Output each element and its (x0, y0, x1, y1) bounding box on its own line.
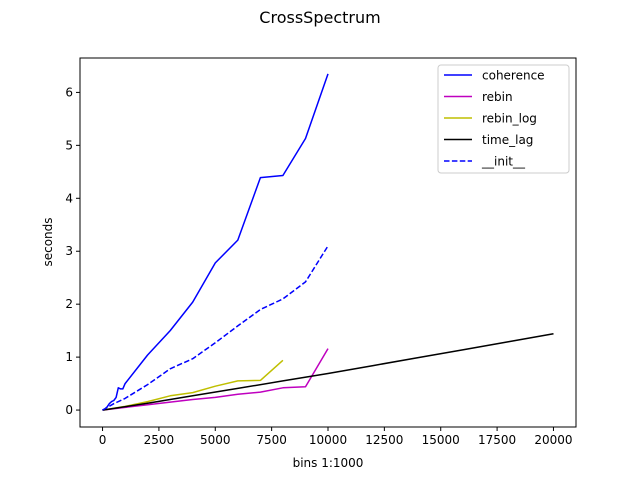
x-tick-label: 20000 (534, 433, 572, 447)
y-tick-label: 2 (65, 297, 73, 311)
chart-title: CrossSpectrum (259, 8, 380, 27)
y-tick-label: 1 (65, 350, 73, 364)
x-tick-label: 17500 (478, 433, 516, 447)
x-tick-label: 2500 (144, 433, 175, 447)
x-tick-label: 10000 (309, 433, 347, 447)
x-tick-label: 5000 (200, 433, 231, 447)
legend-label: coherence (482, 69, 545, 83)
legend: coherence rebin rebin_log time_lag __init__ (437, 64, 570, 174)
y-tick-label: 3 (65, 244, 73, 258)
x-tick-label: 0 (99, 433, 107, 447)
y-tick-label: 6 (65, 85, 73, 99)
legend-label: rebin_log (482, 112, 537, 126)
legend-label: time_lag (482, 133, 533, 147)
x-tick-label: 12500 (365, 433, 403, 447)
plot-area: 0 2500 5000 7500 10000 12500 15000 17500 20000 0 1… (65, 57, 577, 447)
y-tick-label: 0 (65, 403, 73, 417)
legend-box (437, 64, 570, 174)
series-line-coherence (102, 73, 329, 411)
series-line-rebin (102, 348, 329, 411)
legend-label: __init__ (481, 155, 526, 169)
y-tick-label: 5 (65, 138, 73, 152)
legend-label: rebin (482, 90, 513, 104)
x-axis-label: bins 1:1000 (293, 456, 364, 470)
x-tick-label: 15000 (422, 433, 460, 447)
y-tick-label: 4 (65, 191, 73, 205)
series-line-time-lag (102, 333, 554, 411)
series-line-init (102, 245, 329, 411)
x-tick-label: 7500 (256, 433, 287, 447)
y-axis-label: seconds (41, 217, 55, 266)
